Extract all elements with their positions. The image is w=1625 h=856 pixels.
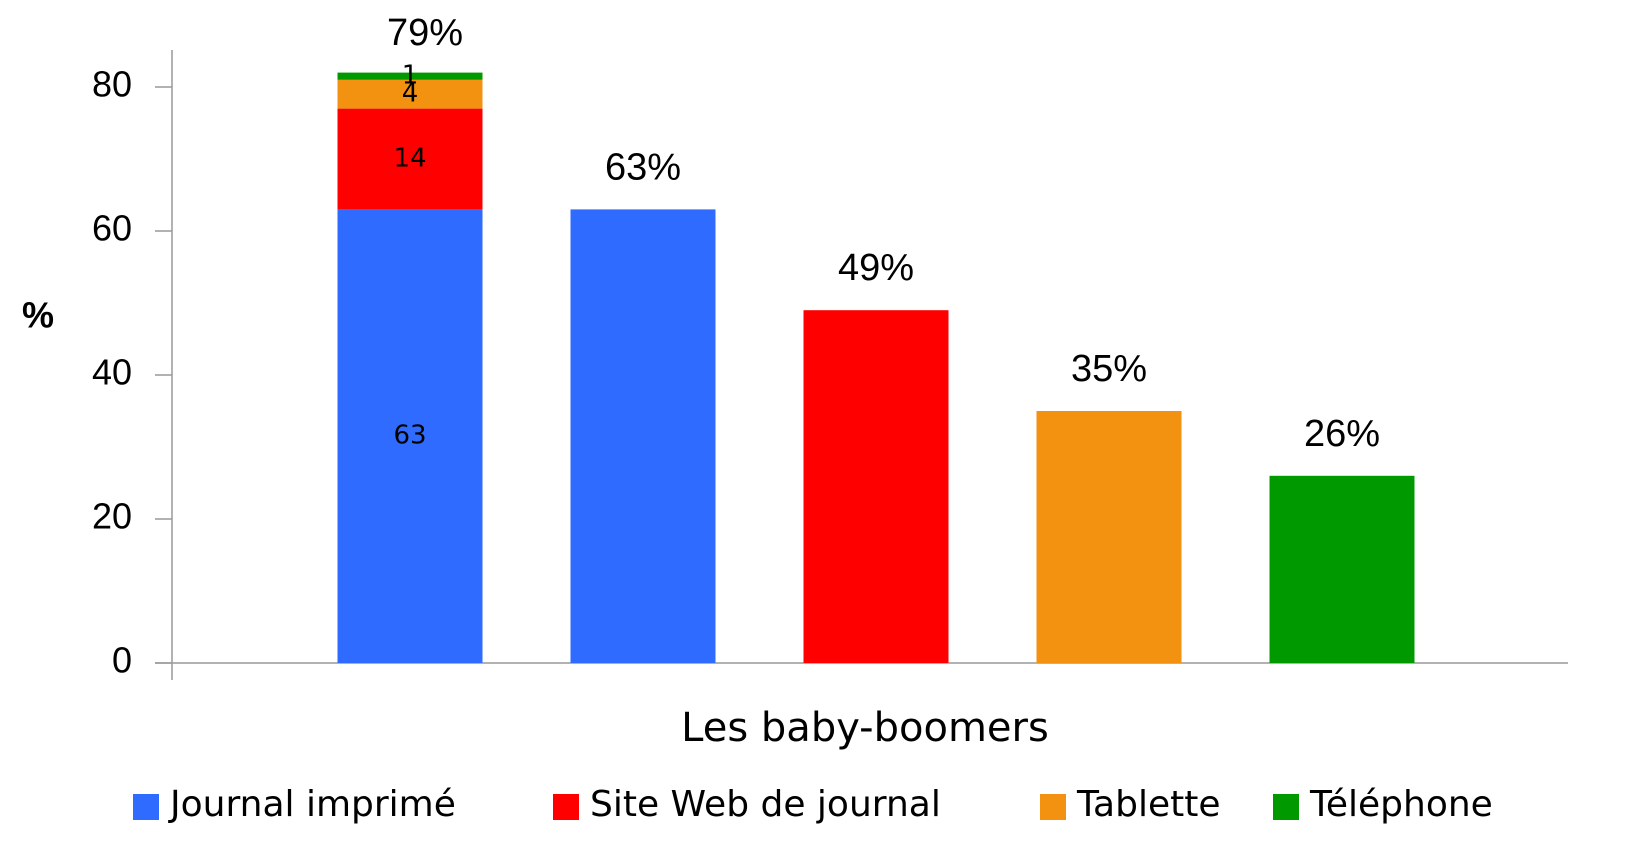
y-tick-label: 40 [92, 352, 132, 393]
value-label: 63% [605, 146, 681, 188]
legend-swatch [1273, 794, 1299, 820]
y-axis-label: % [22, 295, 54, 336]
value-label: 35% [1071, 348, 1147, 390]
value-label: 26% [1304, 413, 1380, 455]
y-tick-label: 60 [92, 208, 132, 249]
segment-label: 4 [402, 79, 419, 109]
bar [1269, 475, 1415, 663]
legend-swatch [553, 794, 579, 820]
legend-swatch [1040, 794, 1066, 820]
bar [337, 72, 483, 80]
value-label: 49% [838, 247, 914, 289]
bar [570, 209, 716, 663]
y-tick-label: 80 [92, 64, 132, 105]
y-tick-label: 20 [92, 496, 132, 537]
total-label: 79% [387, 12, 463, 54]
bar [337, 108, 483, 210]
segment-label: 63 [393, 421, 426, 451]
legend-label: Site Web de journal [590, 784, 941, 825]
bar [337, 209, 483, 663]
y-tick-label: 0 [112, 640, 132, 681]
bar [803, 310, 949, 663]
segment-label: 14 [393, 144, 426, 174]
segment-label: 1 [402, 61, 419, 91]
legend-label: Téléphone [1309, 784, 1493, 825]
legend-label: Tablette [1076, 784, 1220, 825]
bar [1036, 411, 1182, 663]
legend-swatch [133, 794, 159, 820]
x-axis-label: Les baby-boomers [681, 705, 1049, 751]
bar [337, 79, 483, 109]
legend-label: Journal imprimé [168, 784, 456, 825]
